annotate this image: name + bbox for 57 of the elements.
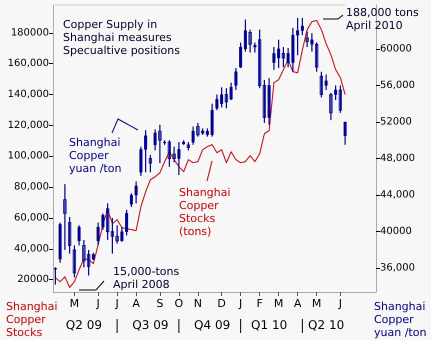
y2-tick-label: 56,000 <box>380 80 415 91</box>
x-tick-label: A <box>132 297 140 310</box>
text: Q2 10 <box>308 318 344 332</box>
legend-label: Shanghai Copper Stocks (tons) <box>179 186 234 238</box>
y2-tick-label: 52000 <box>380 116 412 128</box>
x-tick-label: A <box>294 297 302 310</box>
x-tick-label: J <box>238 297 242 310</box>
candlestick <box>329 92 333 121</box>
text: Q1 10 <box>251 318 288 332</box>
annotation: 15,000-tons April 2008 <box>113 265 183 291</box>
text: Q4 09 <box>194 318 230 332</box>
candlestick <box>72 244 76 278</box>
x-tick-label: M <box>312 297 322 310</box>
y-tick-label: 20000 <box>17 274 49 286</box>
y-tick-label: 40,000 <box>14 243 49 254</box>
candlestick <box>314 42 318 72</box>
candlestick <box>300 17 304 36</box>
y2-axis-title: Shanghai Copper yuan /ton <box>374 300 429 339</box>
candlestick <box>54 266 57 286</box>
x-tick-label: J <box>96 297 100 310</box>
x-tick-label: J <box>338 297 342 310</box>
candlestick <box>63 184 67 251</box>
x-tick-label: M <box>70 297 80 310</box>
x-tick-label: S <box>156 297 164 310</box>
x-tick-label: J <box>114 297 119 310</box>
x-tick-label: F <box>256 297 263 310</box>
candlestick <box>239 42 242 69</box>
y2-tick-label: 40000 <box>380 226 412 238</box>
y-tick-label: 80,000 <box>14 182 49 193</box>
y-tick-label: 100,000 <box>8 150 49 162</box>
x-tick-label: N <box>194 297 202 310</box>
legend-label: Shanghai Copper yuan /ton <box>69 136 124 175</box>
y-tick-label: 180000 <box>10 27 49 38</box>
candlestick <box>344 121 347 146</box>
text: Q3 09 <box>132 318 168 332</box>
candlestick <box>68 216 72 254</box>
candlestick <box>78 224 81 246</box>
y-tick-label: 60,000 <box>14 212 49 224</box>
y-tick-label: 120,000 <box>8 120 49 131</box>
y2-tick-label: 48,000 <box>380 153 415 164</box>
y2-tick-label: 44,000 <box>380 190 415 201</box>
x-tick-label: O <box>174 297 184 310</box>
candlestick <box>96 222 100 246</box>
x-tick-label: M <box>274 297 284 310</box>
candlestick <box>234 67 238 91</box>
y-axis-title: Shanghai Copper Stocks <box>6 300 61 339</box>
annotation: 188,000 tons April 2010 <box>346 6 422 32</box>
y-tick-label: 160,000 <box>8 58 49 70</box>
candlestick <box>148 154 152 173</box>
candlestick <box>320 71 324 98</box>
y2-tick-label: 60000 <box>380 43 412 54</box>
text: Q2 09 <box>66 318 102 332</box>
x-tick-label: D <box>217 297 226 310</box>
candlestick <box>248 29 252 54</box>
y-tick-label: 140,000 <box>8 88 49 100</box>
y2-tick-label: 36,000 <box>380 262 415 274</box>
text: Copper Supply in Shanghai measures Specualtive positions <box>63 18 180 57</box>
